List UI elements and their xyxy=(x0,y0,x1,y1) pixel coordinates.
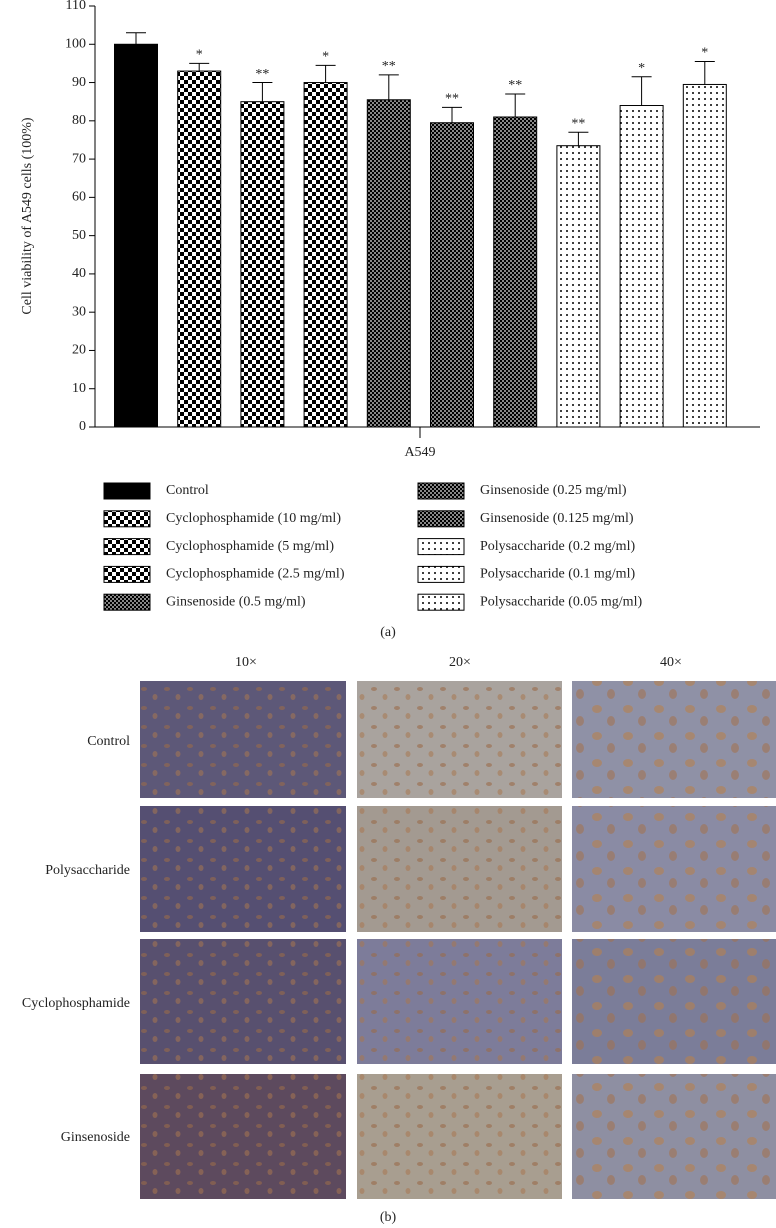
bar xyxy=(556,145,601,428)
bar xyxy=(682,83,727,428)
legend-swatch xyxy=(417,593,465,611)
significance: * xyxy=(196,48,203,63)
column-header: 40× xyxy=(660,655,682,670)
legend-swatch xyxy=(103,538,151,556)
row-label: Cyclophosphamide xyxy=(22,996,130,1011)
bar xyxy=(177,70,222,428)
micrograph-cells xyxy=(140,806,346,932)
legend-swatch xyxy=(103,482,151,500)
bar xyxy=(303,82,348,428)
legend-label: Ginsenoside (0.25 mg/ml) xyxy=(480,483,627,498)
legend-label: Ginsenoside (0.125 mg/ml) xyxy=(480,511,634,526)
micrographs xyxy=(140,681,776,1199)
bar xyxy=(240,101,285,428)
bar xyxy=(493,116,538,428)
y-tick-label: 10 xyxy=(72,381,86,396)
y-tick-label: 60 xyxy=(72,190,86,205)
micrograph-cells xyxy=(357,681,562,798)
y-tick-label: 80 xyxy=(72,113,86,128)
legend-swatch xyxy=(417,538,465,556)
micrograph-cells xyxy=(140,1074,346,1199)
legend-label: Polysaccharide (0.05 mg/ml) xyxy=(480,594,642,609)
y-tick-label: 20 xyxy=(72,343,86,358)
y-tick-label: 0 xyxy=(79,419,86,434)
x-tick-label: A549 xyxy=(404,445,435,460)
micrograph-cells xyxy=(357,939,562,1064)
significance: * xyxy=(322,50,329,65)
bar xyxy=(430,122,474,428)
caption: (b) xyxy=(380,1210,397,1225)
micrograph-cells xyxy=(140,681,346,798)
significance: ** xyxy=(571,117,585,132)
y-tick-label: 30 xyxy=(72,304,86,319)
legend-label: Cyclophosphamide (5 mg/ml) xyxy=(166,539,334,554)
micrograph-cells xyxy=(572,806,776,932)
y-tick-label: 70 xyxy=(72,151,86,166)
micrograph-cells xyxy=(572,939,776,1064)
row-label: Control xyxy=(87,734,130,749)
y-axis-label: Cell viability of A549 cells (100%) xyxy=(20,117,35,314)
bar xyxy=(114,43,158,428)
row-label: Ginsenoside xyxy=(61,1130,130,1145)
y-tick-label: 40 xyxy=(72,266,86,281)
legend-swatch xyxy=(417,482,465,500)
significance: ** xyxy=(508,78,522,93)
y-tick-label: 100 xyxy=(65,36,86,51)
significance: ** xyxy=(255,67,269,82)
caption: (a) xyxy=(380,625,396,640)
legend-label: Polysaccharide (0.1 mg/ml) xyxy=(480,567,635,582)
bar xyxy=(366,99,411,428)
y-tick-label: 50 xyxy=(72,228,86,243)
column-header: 20× xyxy=(449,655,471,670)
column-header: 10× xyxy=(235,655,257,670)
micrograph-cells xyxy=(357,806,562,932)
legend-swatch xyxy=(103,565,151,583)
micrograph-cells xyxy=(357,1074,562,1199)
legend-swatch xyxy=(103,510,151,528)
legend-label: Cyclophosphamide (2.5 mg/ml) xyxy=(166,567,345,582)
significance: * xyxy=(701,46,708,61)
legend-label: Cyclophosphamide (10 mg/ml) xyxy=(166,511,341,526)
legend-swatch xyxy=(103,593,151,611)
significance: ** xyxy=(382,59,396,74)
legend-label: Ginsenoside (0.5 mg/ml) xyxy=(166,594,306,609)
significance: ** xyxy=(445,92,459,107)
y-tick-label: 90 xyxy=(72,75,86,90)
micrograph-cells xyxy=(140,939,346,1064)
micrograph-cells xyxy=(572,1074,776,1199)
bar xyxy=(619,105,664,428)
y-tick-label: 110 xyxy=(66,0,86,13)
micrograph-cells xyxy=(572,681,776,798)
legend-swatch xyxy=(417,565,465,583)
legend-label: Polysaccharide (0.2 mg/ml) xyxy=(480,539,635,554)
legend-swatch xyxy=(417,510,465,528)
legend-label: Control xyxy=(166,483,209,498)
row-label: Polysaccharide xyxy=(45,863,130,878)
significance: * xyxy=(638,61,645,76)
